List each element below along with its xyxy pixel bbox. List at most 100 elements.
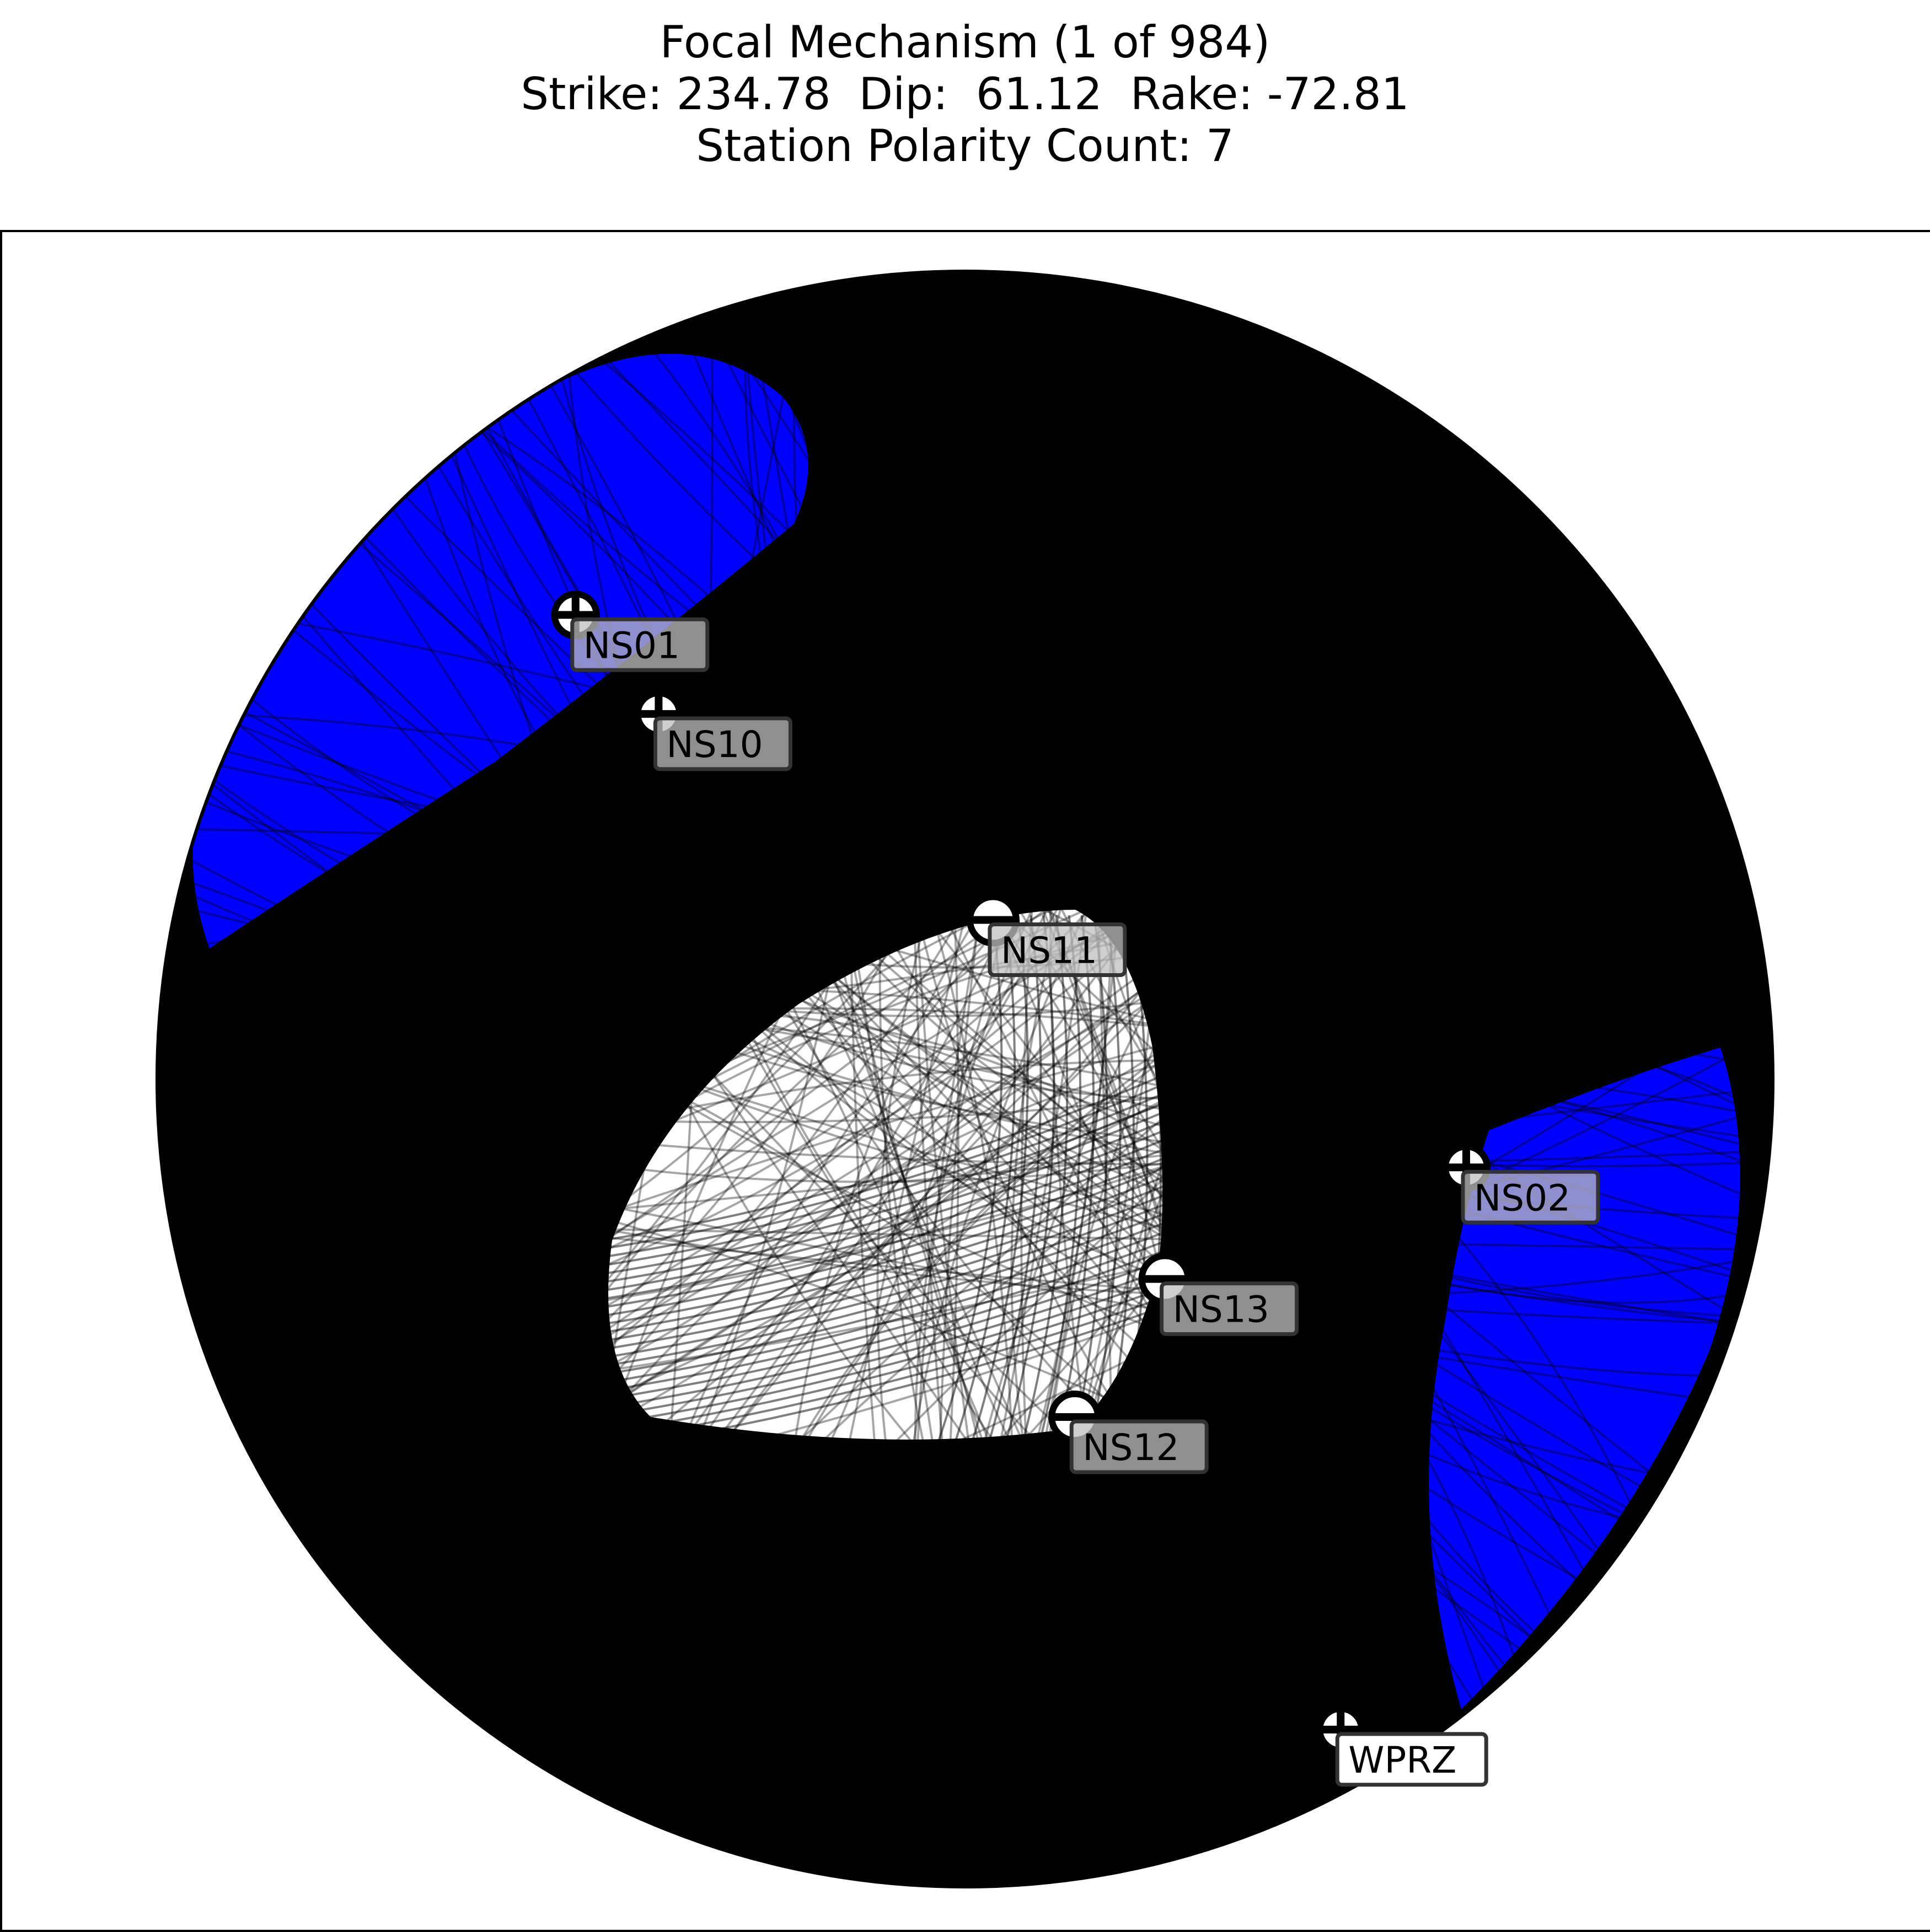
station-label-box	[1069, 1419, 1209, 1474]
nodal-plane-arc	[601, 1231, 1164, 1384]
nodal-plane-arc	[679, 322, 1429, 1742]
nodal-plane-arc	[1157, 915, 1176, 1445]
nodal-plane-arc	[898, 383, 1377, 1887]
nodal-plane-arc	[361, 540, 1251, 1836]
nodal-plane-arc	[601, 1167, 1164, 1325]
nodal-plane-arc	[1041, 460, 1486, 1877]
nodal-plane-arc	[301, 1032, 1772, 1541]
nodal-plane-arc	[196, 828, 1744, 866]
nodal-plane-arc	[640, 312, 714, 1820]
nodal-plane-arc	[601, 1185, 1164, 1343]
nodal-plane-arc	[244, 711, 1636, 1531]
nodal-plane-arc	[947, 291, 1170, 1887]
nodal-plane-arc	[426, 1030, 1773, 1682]
nodal-plane-arc	[1098, 282, 1193, 1861]
nodal-plane-arc	[247, 600, 1617, 1452]
nodal-plane-arc	[454, 452, 1316, 1808]
nodal-plane-arc	[424, 477, 1717, 1377]
nodal-plane-arc	[876, 303, 1192, 1886]
nodal-plane-arc	[364, 536, 1641, 1523]
nodal-plane-arc	[480, 320, 1246, 1726]
nodal-plane-arc	[1069, 278, 1119, 1872]
nodal-plane-arc	[601, 1176, 1164, 1334]
nodal-plane-arc	[157, 1110, 1707, 1401]
station-ns10: NS10	[634, 689, 792, 771]
nodal-plane-arc	[480, 431, 1477, 1706]
nodal-plane-arc	[157, 1007, 1768, 1173]
nodal-plane-arc	[213, 779, 1761, 1220]
nodal-plane-arc	[187, 857, 1735, 1324]
nodal-plane-arc	[201, 927, 1759, 1344]
nodal-plane-arc	[601, 1241, 1164, 1393]
nodal-plane-arc	[601, 1129, 1164, 1292]
nodal-plane-arc	[251, 698, 1748, 1281]
nodal-plane-arc	[914, 388, 1386, 1887]
nodal-plane-arc	[157, 1011, 1519, 1668]
nodal-plane-arc	[1089, 915, 1122, 1445]
nodal-plane-arc	[511, 409, 1665, 1485]
nodal-plane-arc	[310, 603, 1641, 1523]
nodal-plane-arc	[315, 295, 1162, 1561]
nodal-plane-arc	[636, 640, 1645, 1818]
nodal-plane-arc	[939, 271, 1488, 1697]
nodal-plane-arc	[159, 422, 1437, 1155]
nodal-plane-arc	[451, 455, 1280, 1824]
station-label: NS10	[666, 723, 763, 766]
nodal-plane-arc	[366, 302, 1188, 1623]
nodal-plane-arc	[763, 287, 1128, 1862]
nodal-plane-arc	[503, 316, 1234, 1743]
nodal-plane-arc	[437, 465, 1531, 1657]
nodal-plane-arc	[220, 764, 1768, 987]
nodal-plane-arc	[1179, 300, 1298, 1816]
nodal-plane-arc	[925, 293, 1155, 1886]
nodal-plane-arc	[521, 272, 934, 1756]
nodal-plane-arc	[574, 371, 1764, 1205]
nodal-plane-arc	[900, 273, 959, 1886]
nodal-plane-arc	[603, 356, 1611, 1566]
nodal-plane-arc	[175, 1086, 1773, 1250]
nodal-plane-arc	[588, 469, 1497, 1795]
nodal-plane-arc	[167, 935, 1541, 1647]
nodal-plane-arc	[1252, 357, 1330, 1804]
station-label: NS12	[1082, 1426, 1179, 1469]
nodal-plane-arc	[225, 1107, 1773, 1405]
station-label: NS02	[1474, 1177, 1570, 1219]
station-label-box	[1335, 1732, 1488, 1787]
nodal-plane-arc	[157, 986, 1770, 1153]
nodal-plane-arc	[539, 849, 1740, 1767]
nodal-plane-arc	[442, 846, 1740, 1696]
nodal-plane-arc	[601, 1139, 1164, 1301]
nodal-plane-arc	[164, 1182, 1735, 1325]
nodal-plane-arc	[545, 287, 807, 1770]
nodal-plane-arc	[601, 1259, 1164, 1409]
nodal-plane-arc	[601, 1306, 1164, 1451]
nodal-plane-arc	[743, 301, 1594, 1588]
station-label-box	[570, 617, 710, 672]
nodal-plane-arc	[280, 623, 1633, 1509]
nodal-plane-arc	[601, 1102, 1164, 1267]
nodal-plane-arc	[601, 1287, 1164, 1435]
nodal-plane-arc	[601, 1213, 1164, 1367]
nodal-plane-arc	[601, 1194, 1164, 1351]
station-label-box	[1160, 1281, 1299, 1337]
nodal-plane-arc	[891, 294, 1160, 1884]
nodal-plane-arc	[1010, 347, 1310, 1863]
nodal-plane-arc	[1021, 915, 1069, 1445]
chart-subtitle: Strike: 234.78 Dip: 61.12 Rake: -72.81	[521, 68, 1409, 120]
nodal-plane-arc	[161, 796, 1723, 1015]
nodal-plane-arc	[601, 1111, 1164, 1275]
nodal-plane-arc	[601, 1157, 1164, 1317]
nodal-plane-arc	[765, 295, 1301, 1815]
nodal-plane-arc	[601, 1250, 1164, 1401]
nodal-plane-arc	[392, 508, 1644, 1518]
nodal-plane-arc	[642, 337, 1016, 1886]
nodal-plane-arc	[940, 384, 1379, 1887]
chart-title: Focal Mechanism (1 of 984)	[660, 17, 1270, 68]
nodal-plane-arc	[855, 278, 1590, 1593]
nodal-plane-arc	[1106, 915, 1135, 1445]
nodal-plane-arc	[339, 732, 1696, 1592]
nodal-plane-arc	[764, 491, 1521, 1862]
nodal-plane-arc	[158, 1129, 1753, 1298]
station-ns12: NS12	[1048, 1391, 1209, 1474]
